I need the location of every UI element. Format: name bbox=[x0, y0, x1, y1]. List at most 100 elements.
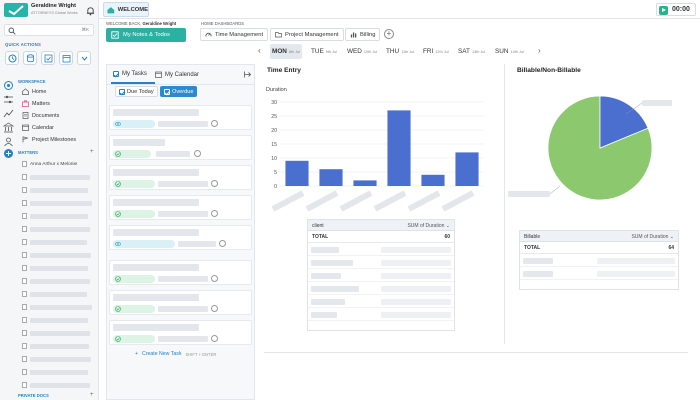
matter-item[interactable] bbox=[22, 238, 87, 246]
sidebar-item-documents[interactable]: Documents bbox=[22, 111, 59, 120]
attachment-icon[interactable] bbox=[211, 210, 218, 217]
analytics-icon[interactable] bbox=[3, 108, 14, 119]
day-fri[interactable]: FRI 12th Jul bbox=[423, 44, 449, 59]
notes-todos-button[interactable]: My Notes & Todos bbox=[106, 28, 186, 42]
filter-due-today[interactable]: Due Today bbox=[115, 86, 158, 97]
tab-time-management[interactable]: Time Management bbox=[200, 28, 269, 41]
table-total-row: TOTAL 60 bbox=[308, 231, 454, 243]
attachment-icon[interactable] bbox=[211, 305, 218, 312]
attachment-icon[interactable] bbox=[211, 120, 218, 127]
task-status-pill bbox=[113, 275, 155, 283]
attachment-icon[interactable] bbox=[211, 275, 218, 282]
cell-placeholder bbox=[597, 271, 675, 277]
task-card[interactable] bbox=[109, 320, 252, 345]
table-header: Billable SUM of Duration ⌄ bbox=[520, 231, 678, 242]
matter-item[interactable] bbox=[22, 303, 92, 311]
task-card[interactable] bbox=[109, 105, 252, 130]
bell-icon[interactable] bbox=[86, 6, 95, 16]
attachment-icon[interactable] bbox=[211, 180, 218, 187]
add-dashboard-button[interactable]: + bbox=[384, 29, 394, 39]
sidebar-item-home[interactable]: Home bbox=[22, 87, 46, 96]
matter-placeholder bbox=[30, 239, 87, 245]
day-name: WED bbox=[347, 48, 362, 55]
checkbox-icon bbox=[164, 88, 170, 95]
sliders-icon[interactable] bbox=[3, 94, 14, 105]
chevron-down-icon bbox=[81, 56, 87, 61]
filter-label: Due Today bbox=[127, 88, 154, 95]
tab-my-calendar[interactable]: My Calendar bbox=[155, 71, 199, 78]
matter-item[interactable] bbox=[22, 316, 88, 324]
matter-item[interactable] bbox=[22, 329, 90, 337]
matter-item[interactable] bbox=[22, 212, 88, 220]
day-sat[interactable]: SAT 13th Jul bbox=[458, 44, 485, 59]
avatar[interactable] bbox=[4, 3, 28, 17]
document-icon bbox=[22, 356, 27, 362]
quick-more-button[interactable] bbox=[77, 51, 91, 65]
chevron-left-icon[interactable]: ‹ bbox=[258, 46, 261, 55]
task-card[interactable] bbox=[109, 225, 252, 250]
bar bbox=[319, 169, 343, 186]
chevron-right-icon[interactable]: › bbox=[538, 46, 541, 55]
day-tue[interactable]: TUE 9th Jul bbox=[311, 44, 337, 59]
day-thu[interactable]: THU 11th Jul bbox=[386, 44, 414, 59]
attachment-icon[interactable] bbox=[211, 335, 218, 342]
active-tab-indicator bbox=[111, 82, 155, 84]
matter-item[interactable] bbox=[22, 173, 90, 181]
matter-item[interactable] bbox=[22, 225, 90, 233]
quick-task-button[interactable] bbox=[41, 51, 55, 65]
tab-billing[interactable]: Billing bbox=[345, 28, 381, 41]
column-header-sum[interactable]: SUM of Duration ⌄ bbox=[631, 234, 674, 240]
timer-widget[interactable]: 00:00 bbox=[656, 3, 696, 16]
document-icon bbox=[22, 304, 27, 310]
tab-project-management[interactable]: Project Management bbox=[270, 28, 344, 41]
quick-database-button[interactable] bbox=[23, 51, 37, 65]
task-card[interactable] bbox=[109, 260, 252, 285]
sidebar-item-project-milestones[interactable]: Project Milestones bbox=[22, 135, 76, 144]
matter-item[interactable] bbox=[22, 199, 92, 207]
matter-item[interactable] bbox=[22, 277, 90, 285]
workspace-icon[interactable] bbox=[3, 80, 14, 91]
user-profile[interactable]: Geraldine Wright ATTORNEYS Global Works bbox=[4, 3, 96, 19]
sidebar-item-matters[interactable]: Matters bbox=[22, 99, 50, 108]
team-icon[interactable] bbox=[3, 136, 14, 147]
quick-calendar-button[interactable] bbox=[59, 51, 73, 65]
checkbox-icon bbox=[113, 71, 119, 77]
y-tick-label: 30 bbox=[271, 100, 277, 106]
bank-icon[interactable] bbox=[3, 122, 14, 133]
attachment-icon[interactable] bbox=[194, 150, 201, 157]
play-icon[interactable] bbox=[659, 6, 668, 15]
expand-icon[interactable] bbox=[244, 71, 251, 78]
matter-item[interactable] bbox=[22, 264, 88, 272]
matter-item[interactable] bbox=[22, 381, 90, 389]
task-card[interactable] bbox=[109, 195, 252, 220]
column-header-sum[interactable]: SUM of Duration ⌄ bbox=[407, 223, 450, 229]
task-card[interactable] bbox=[109, 290, 252, 315]
day-mon[interactable]: MON 8th Jul bbox=[270, 44, 303, 59]
tab-my-tasks[interactable]: My Tasks bbox=[113, 71, 147, 77]
matter-item[interactable] bbox=[22, 342, 89, 350]
create-task-button[interactable]: + Create New Task SHIFT + ENTER bbox=[135, 351, 216, 357]
add-matter-plus-icon[interactable]: + bbox=[90, 149, 94, 155]
cell-placeholder bbox=[311, 260, 353, 266]
day-sun[interactable]: SUN 14th Jul bbox=[495, 44, 524, 59]
matter-item[interactable] bbox=[22, 290, 87, 298]
filter-overdue[interactable]: Overdue bbox=[160, 86, 198, 97]
matter-item[interactable] bbox=[22, 186, 88, 194]
add-private-doc-plus-icon[interactable]: + bbox=[90, 392, 94, 398]
tab-label: Billing bbox=[360, 31, 376, 38]
document-icon bbox=[22, 239, 27, 245]
task-card[interactable] bbox=[109, 135, 252, 160]
task-meta-placeholder bbox=[158, 336, 208, 342]
task-card[interactable] bbox=[109, 165, 252, 190]
attachment-icon[interactable] bbox=[219, 240, 226, 247]
day-wed[interactable]: WED 10th Jul bbox=[347, 44, 377, 59]
matter-item[interactable] bbox=[22, 355, 91, 363]
matter-item[interactable]: Anna Arthur x Melonie bbox=[22, 160, 77, 168]
matter-item[interactable] bbox=[22, 251, 91, 259]
matter-item[interactable] bbox=[22, 368, 88, 376]
search-input[interactable]: ⌘K bbox=[4, 24, 94, 36]
sidebar-item-calendar[interactable]: Calendar bbox=[22, 123, 54, 132]
add-matter-icon[interactable] bbox=[3, 148, 14, 159]
quick-timer-button[interactable] bbox=[5, 51, 19, 65]
tab-welcome[interactable]: WELCOME bbox=[103, 2, 149, 17]
